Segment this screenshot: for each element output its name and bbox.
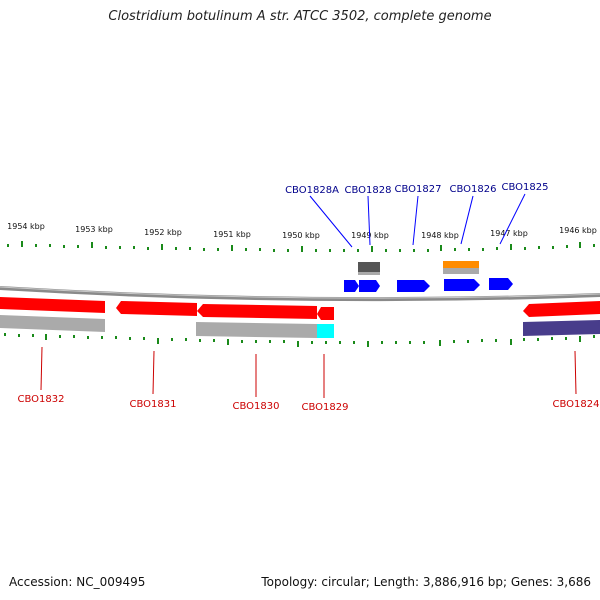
gene-label: CBO1832 [18,394,65,405]
top-tick-marks [7,241,595,252]
forward-genes [344,278,513,292]
kbp-label: 1950 kbp [282,231,320,240]
reverse-labels: CBO1832 CBO1831 CBO1830 CBO1829 CBO1824 [18,394,600,413]
gene-cbo1826[interactable] [444,279,480,291]
kbp-label: 1947 kbp [490,229,528,238]
gene-cbo1824[interactable] [523,301,600,317]
forward-leaders [309,193,526,248]
kbp-label: 1953 kbp [75,225,113,234]
gene-cbo1828[interactable] [359,280,380,292]
kbp-label: 1954 kbp [7,222,45,231]
gene-label: CBO1831 [130,399,177,410]
accession-text: Accession: NC_009495 [9,575,146,589]
reverse-leaders [40,346,577,398]
gene-cbo1827[interactable] [397,280,430,292]
gene-label: CBO1825 [502,182,549,193]
forward-features [358,261,479,275]
gene-label: CBO1824 [553,399,600,410]
kbp-label: 1946 kbp [559,226,597,235]
chromosome-backbone-highlight [0,286,600,299]
reverse-features [0,315,600,338]
bottom-tick-marks [4,333,595,347]
kbp-labels: 1954 kbp 1953 kbp 1952 kbp 1951 kbp 1950… [7,222,597,240]
reverse-genes [0,297,600,320]
gene-cbo1828a[interactable] [344,280,359,292]
gene-cbo1825[interactable] [489,278,513,290]
gene-label: CBO1826 [450,184,497,195]
gene-cbo1832[interactable] [0,297,105,313]
forward-labels: CBO1828A CBO1828 CBO1827 CBO1826 CBO1825 [285,182,548,196]
chromosome-backbone [0,286,600,302]
genome-summary-text: Topology: circular; Length: 3,886,916 bp… [261,575,591,589]
gene-cbo1829[interactable] [317,307,334,320]
kbp-label: 1948 kbp [421,231,459,240]
kbp-label: 1951 kbp [213,230,251,239]
kbp-label: 1952 kbp [144,228,182,237]
gene-cbo1830[interactable] [197,304,317,319]
gene-label: CBO1827 [395,184,442,195]
gene-label: CBO1828 [345,185,392,196]
gene-label: CBO1830 [233,401,280,412]
map-title: Clostridium botulinum A str. ATCC 3502, … [108,9,492,24]
gene-label: CBO1829 [302,402,349,413]
gene-label: CBO1828A [285,185,339,196]
gene-cbo1831[interactable] [116,301,197,316]
